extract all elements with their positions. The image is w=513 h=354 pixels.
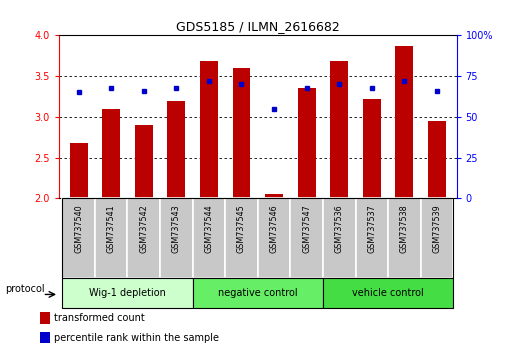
Bar xyxy=(225,198,258,278)
Bar xyxy=(265,194,283,198)
Bar xyxy=(232,68,250,198)
Text: vehicle control: vehicle control xyxy=(352,288,424,298)
Text: GSM737543: GSM737543 xyxy=(172,205,181,253)
Bar xyxy=(70,143,88,198)
Bar xyxy=(298,88,315,198)
Text: negative control: negative control xyxy=(218,288,298,298)
Bar xyxy=(102,109,120,198)
Bar xyxy=(330,62,348,198)
Bar xyxy=(62,198,95,278)
Bar xyxy=(421,198,453,278)
Text: percentile rank within the sample: percentile rank within the sample xyxy=(54,332,219,343)
Text: transformed count: transformed count xyxy=(54,313,145,323)
Bar xyxy=(160,198,192,278)
Text: GSM737546: GSM737546 xyxy=(269,205,279,253)
Bar xyxy=(323,278,453,308)
Text: protocol: protocol xyxy=(5,284,44,294)
Bar xyxy=(127,198,160,278)
Text: GSM737540: GSM737540 xyxy=(74,205,83,253)
Bar xyxy=(192,198,225,278)
Text: GSM737536: GSM737536 xyxy=(335,205,344,253)
Bar xyxy=(135,125,153,198)
Bar xyxy=(40,312,50,324)
Bar xyxy=(95,198,127,278)
Bar xyxy=(396,46,413,198)
Text: Wig-1 depletion: Wig-1 depletion xyxy=(89,288,166,298)
Title: GDS5185 / ILMN_2616682: GDS5185 / ILMN_2616682 xyxy=(176,20,340,33)
Bar xyxy=(363,99,381,198)
Bar xyxy=(323,198,356,278)
Text: GSM737538: GSM737538 xyxy=(400,205,409,253)
Text: GSM737545: GSM737545 xyxy=(237,205,246,253)
Bar xyxy=(356,198,388,278)
Text: GSM737537: GSM737537 xyxy=(367,205,377,253)
Bar xyxy=(200,62,218,198)
Text: GSM737547: GSM737547 xyxy=(302,205,311,253)
Text: GSM737541: GSM737541 xyxy=(107,205,115,253)
Text: GSM737544: GSM737544 xyxy=(204,205,213,253)
Bar xyxy=(192,278,323,308)
Bar xyxy=(290,198,323,278)
Bar xyxy=(258,198,290,278)
Bar xyxy=(167,101,185,198)
Bar xyxy=(388,198,421,278)
Bar xyxy=(62,278,192,308)
Text: GSM737539: GSM737539 xyxy=(432,205,442,253)
Text: GSM737542: GSM737542 xyxy=(139,205,148,253)
Bar xyxy=(428,121,446,198)
Bar xyxy=(40,332,50,343)
